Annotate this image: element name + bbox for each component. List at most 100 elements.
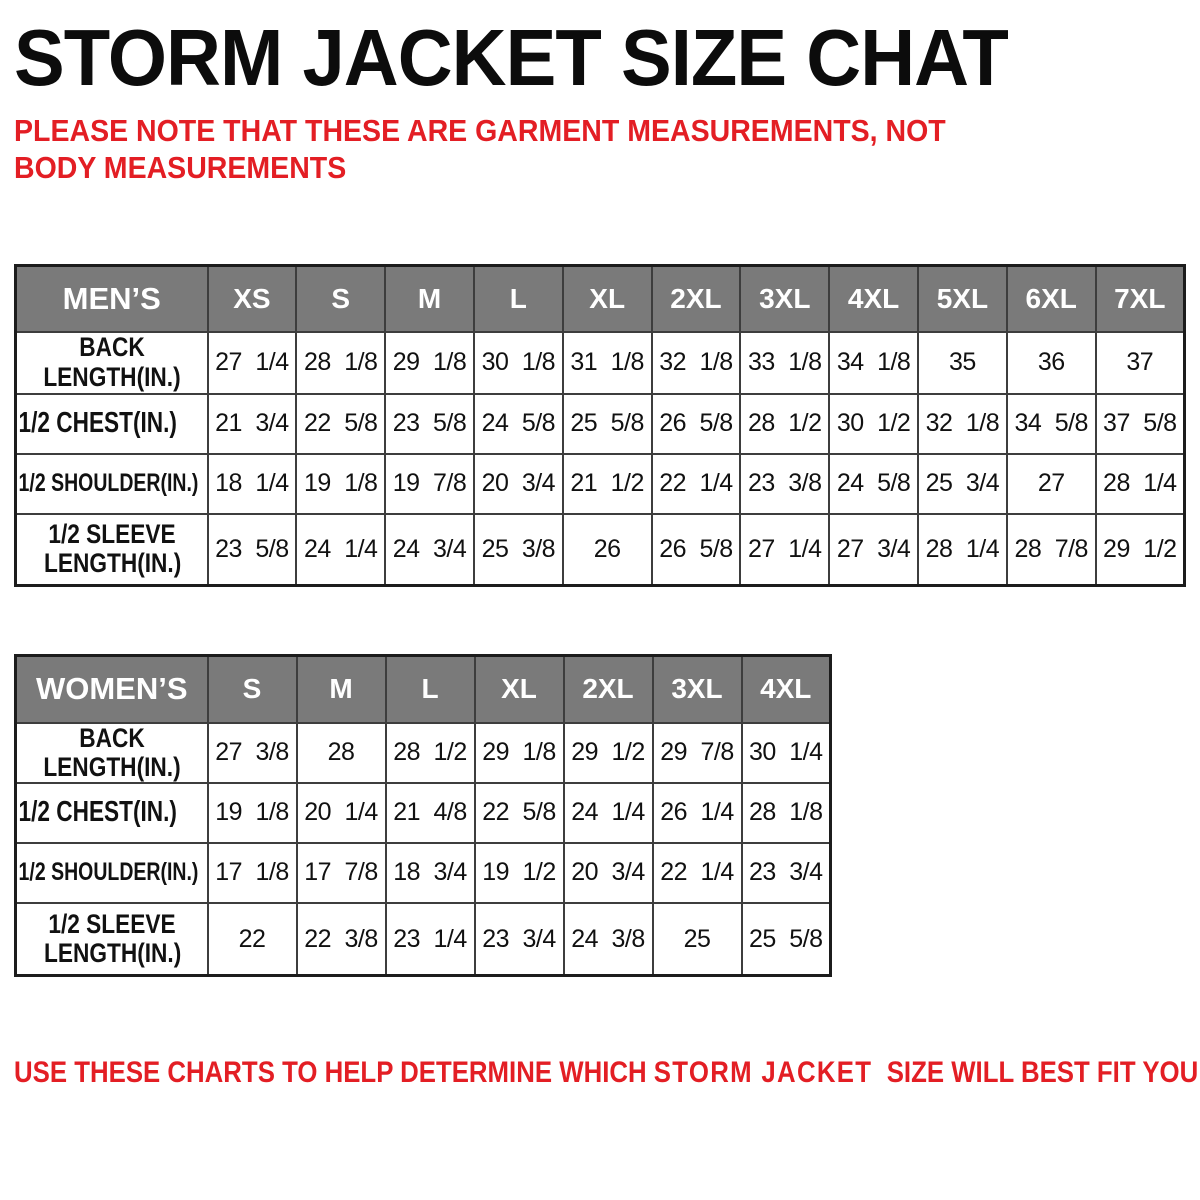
row-label-half-sleeve-length: 1/2 SLEEVE LENGTH(IN.) [14,512,209,587]
size-cell: 21 1/2 [561,452,653,515]
table-row: BACK LENGTH(IN.) 27 1/4 28 1/8 29 1/8 30… [14,330,1186,395]
size-cell: 27 1/4 [206,330,298,395]
size-cell: 28 1/4 [917,512,1008,587]
size-cell: 28 1/8 [295,330,387,395]
column-header-xl: XL [473,654,565,724]
size-cell: 25 5/8 [561,392,653,455]
size-cell: 19 1/8 [295,452,387,515]
size-cell: 28 1/8 [740,781,832,844]
size-cell: 26 1/4 [651,781,743,844]
column-header-3xl: 3XL [651,654,743,724]
size-cell: 25 5/8 [740,901,832,977]
size-cell: 28 1/4 [1094,452,1186,515]
row-label-half-chest: 1/2 CHEST(IN.) [14,392,209,455]
size-cell: 24 5/8 [828,452,919,515]
size-cell: 35 [917,330,1008,395]
size-cell: 28 [295,721,387,784]
column-header-7xl: 7XL [1094,264,1186,333]
table-row: 1/2 CHEST(IN.) 21 3/4 22 5/8 23 5/8 24 5… [14,392,1186,455]
womens-table-title: WOMEN’S [14,654,209,724]
size-cell: 20 1/4 [295,781,387,844]
size-cell: 28 1/2 [384,721,476,784]
size-cell: 20 3/4 [562,841,654,904]
size-cell: 24 3/4 [384,512,475,587]
size-cell: 37 5/8 [1094,392,1186,455]
row-label-half-chest: 1/2 CHEST(IN.) [14,781,209,844]
size-cell: 22 5/8 [295,392,387,455]
table-row: 1/2 CHEST(IN.) 19 1/8 20 1/4 21 4/8 22 5… [14,781,832,844]
size-cell: 26 [561,512,653,587]
size-cell: 18 3/4 [384,841,476,904]
fit-advice-post: SIZE WILL BEST FIT YOU. [872,1056,1200,1089]
page-title: STORM JACKET SIZE CHAT [14,13,1009,102]
table-row: BACK LENGTH(IN.) 27 3/8 28 28 1/2 29 1/8… [14,721,832,784]
mens-header-row: MEN’S XS S M L XL 2XL 3XL 4XL 5XL 6XL 7X… [14,264,1186,333]
table-row: 1/2 SHOULDER(IN.) 17 1/8 17 7/8 18 3/4 1… [14,841,832,904]
size-cell: 36 [1005,330,1097,395]
size-cell: 23 5/8 [384,392,475,455]
size-cell: 27 3/8 [206,721,298,784]
womens-size-table: WOMEN’S S M L XL 2XL 3XL 4XL BACK LENGTH… [14,654,832,978]
size-cell: 22 [206,901,298,977]
column-header-6xl: 6XL [1005,264,1097,333]
size-cell: 29 1/2 [1094,512,1186,587]
column-header-5xl: 5XL [917,264,1008,333]
size-cell: 37 [1094,330,1186,395]
mens-table-title: MEN’S [14,264,209,333]
size-cell: 30 1/8 [472,330,564,395]
column-header-2xl: 2XL [650,264,742,333]
column-header-4xl: 4XL [828,264,919,333]
brand-name: STORM JACKET [653,1056,873,1089]
size-cell: 21 4/8 [384,781,476,844]
column-header-s: S [295,264,387,333]
column-header-m: M [384,264,475,333]
row-label-back-length: BACK LENGTH(IN.) [14,721,209,784]
size-cell: 19 1/2 [473,841,565,904]
size-cell: 34 1/8 [828,330,919,395]
fit-advice-text: USE THESE CHARTS TO HELP DETERMINE WHICH… [14,1056,1200,1090]
size-cell: 32 1/8 [917,392,1008,455]
size-cell: 22 5/8 [473,781,565,844]
size-cell: 23 3/8 [739,452,831,515]
size-cell: 24 1/4 [295,512,387,587]
size-cell: 28 1/2 [739,392,831,455]
size-cell: 30 1/2 [828,392,919,455]
table-row: 1/2 SLEEVE LENGTH(IN.) 22 22 3/8 23 1/4 … [14,901,832,977]
size-cell: 19 7/8 [384,452,475,515]
row-label-half-shoulder: 1/2 SHOULDER(IN.) [14,841,209,904]
size-cell: 22 1/4 [651,841,743,904]
size-cell: 25 [651,901,743,977]
column-header-4xl: 4XL [740,654,832,724]
size-cell: 23 3/4 [473,901,565,977]
column-header-s: S [206,654,298,724]
column-header-m: M [295,654,387,724]
size-cell: 23 3/4 [740,841,832,904]
size-cell: 27 1/4 [739,512,831,587]
size-cell: 30 1/4 [740,721,832,784]
size-cell: 27 [1005,452,1097,515]
column-header-l: L [472,264,564,333]
fit-advice-pre: USE THESE CHARTS TO HELP DETERMINE WHICH [14,1056,654,1089]
size-cell: 34 5/8 [1005,392,1097,455]
column-header-2xl: 2XL [562,654,654,724]
size-cell: 29 7/8 [651,721,743,784]
size-cell: 25 3/8 [472,512,564,587]
size-cell: 24 5/8 [472,392,564,455]
garment-measurement-note: PLEASE NOTE THAT THESE ARE GARMENT MEASU… [14,113,946,186]
row-label-half-sleeve-length: 1/2 SLEEVE LENGTH(IN.) [14,901,209,977]
mens-size-table: MEN’S XS S M L XL 2XL 3XL 4XL 5XL 6XL 7X… [14,264,1186,587]
size-cell: 26 5/8 [650,392,742,455]
size-cell: 27 3/4 [828,512,919,587]
size-cell: 25 3/4 [917,452,1008,515]
size-cell: 17 7/8 [295,841,387,904]
table-row: 1/2 SLEEVE LENGTH(IN.) 23 5/8 24 1/4 24 … [14,512,1186,587]
size-cell: 19 1/8 [206,781,298,844]
size-cell: 31 1/8 [561,330,653,395]
size-cell: 29 1/2 [562,721,654,784]
size-cell: 32 1/8 [650,330,742,395]
size-cell: 24 1/4 [562,781,654,844]
column-header-xs: XS [206,264,298,333]
size-cell: 28 7/8 [1005,512,1097,587]
size-cell: 23 5/8 [206,512,298,587]
